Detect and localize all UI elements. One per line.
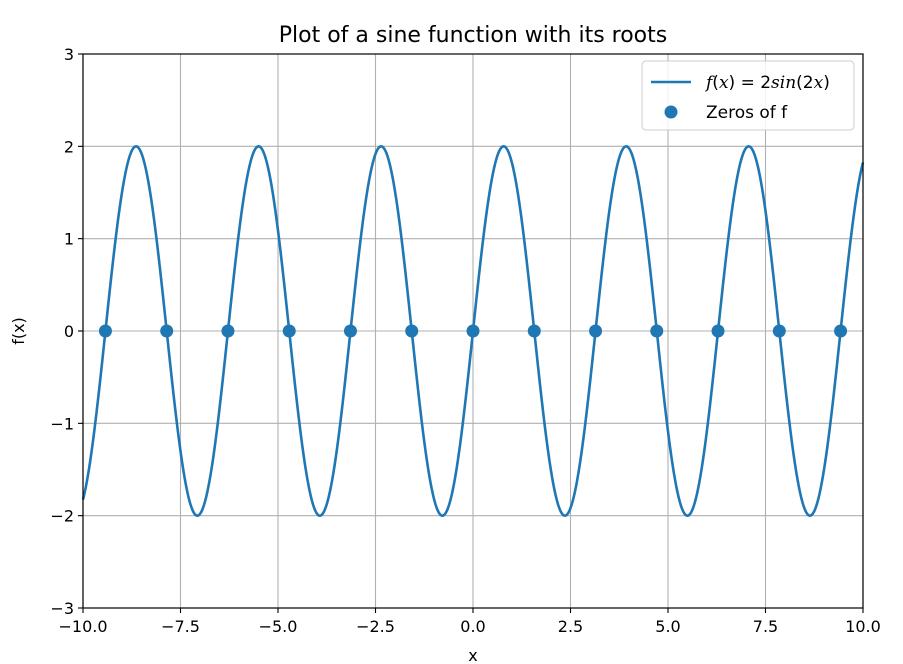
legend: f(x) = 2sin(2x) Zeros of f — [641, 60, 855, 131]
y-tick-label: −1 — [50, 414, 74, 433]
chart-title: Plot of a sine function with its roots — [279, 23, 667, 48]
zero-point — [343, 324, 357, 338]
zero-point — [282, 324, 296, 338]
x-tick-label: 2.5 — [558, 617, 583, 636]
plot-area — [81, 145, 865, 517]
legend-box — [641, 60, 855, 131]
zero-point — [527, 324, 541, 338]
x-tick-label: −5.0 — [259, 617, 298, 636]
x-axis-label: x — [468, 646, 477, 664]
y-tick-label: 0 — [64, 322, 74, 341]
zero-point — [221, 324, 235, 338]
y-tick-label: −2 — [50, 507, 74, 526]
zero-point — [650, 324, 664, 338]
zero-point — [160, 324, 174, 338]
zero-point — [98, 324, 112, 338]
x-tick-label: −2.5 — [356, 617, 395, 636]
y-tick-label: 3 — [64, 45, 74, 64]
legend-entry-function: f(x) = 2sin(2x) — [704, 73, 830, 93]
zero-point — [834, 324, 848, 338]
x-tick-label: 10.0 — [845, 617, 881, 636]
y-tick-label: 2 — [64, 137, 74, 156]
legend-entry-zeros: Zeros of f — [706, 103, 788, 123]
x-tick-label: 7.5 — [753, 617, 778, 636]
y-tick-label: −3 — [50, 599, 74, 618]
x-tick-label: 0.0 — [460, 617, 485, 636]
zero-point — [405, 324, 419, 338]
x-tick-label: 5.0 — [655, 617, 680, 636]
zero-point — [589, 324, 603, 338]
y-axis-label: f(x) — [9, 317, 28, 345]
legend-marker-swatch — [664, 105, 678, 119]
ticks: −10.0 −7.5 −5.0 −2.5 0.0 2.5 5.0 7.5 10.0 −3 −2 −1 0… — [50, 45, 880, 636]
x-tick-label: −10.0 — [58, 617, 107, 636]
zero-point — [772, 324, 786, 338]
zero-point — [466, 324, 480, 338]
zero-point — [711, 324, 725, 338]
x-tick-label: −7.5 — [161, 617, 200, 636]
y-tick-label: 1 — [64, 230, 74, 249]
